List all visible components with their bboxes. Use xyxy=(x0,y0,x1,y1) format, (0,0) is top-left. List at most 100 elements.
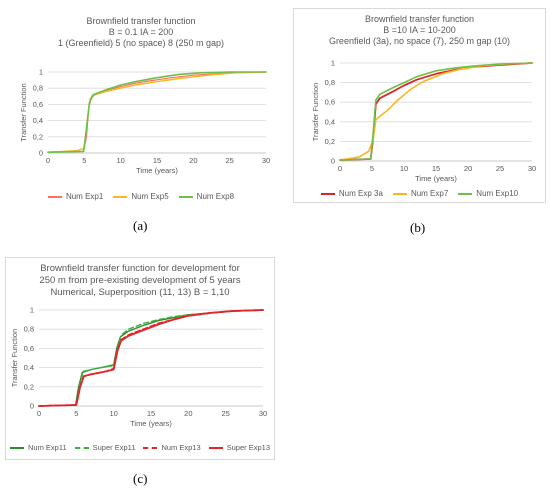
caption-a: (a) xyxy=(133,218,148,233)
legend-swatch xyxy=(74,446,89,449)
legend-label: Num Exp10 xyxy=(476,189,519,198)
chart-panel-a: Brownfield transfer function B = 0.1 IA … xyxy=(10,8,272,208)
legend-swatch xyxy=(458,192,473,195)
y-tick-label: 0,4 xyxy=(325,117,335,126)
legend-item: Super Exp11 xyxy=(74,443,136,452)
x-tick-label: 15 xyxy=(432,164,440,173)
y-axis-label: Transfer Function xyxy=(10,329,19,388)
x-tick-label: 10 xyxy=(116,156,124,165)
x-tick-label: 30 xyxy=(259,409,267,418)
series-line xyxy=(339,62,533,161)
y-tick-label: 0,8 xyxy=(33,84,43,93)
legend-swatch xyxy=(208,446,223,449)
legend: Num Exp1 Num Exp5 Num Exp8 xyxy=(10,192,272,201)
y-tick-label: 1 xyxy=(30,306,34,315)
title-line: Numerical, Superposition (11, 13) B = 1,… xyxy=(50,287,230,298)
caption-b: (b) xyxy=(410,220,426,235)
legend-item: Num Exp8 xyxy=(178,192,235,201)
title-line: 1 (Greenfield) 5 (no space) 8 (250 m gap… xyxy=(57,38,225,48)
y-tick-label: 0 xyxy=(39,149,43,158)
x-tick-label: 30 xyxy=(262,156,270,165)
legend-swatch xyxy=(392,192,407,195)
legend-label: Super Exp13 xyxy=(226,443,270,452)
x-tick-label: 30 xyxy=(528,164,536,173)
y-tick-label: 0,4 xyxy=(33,116,43,125)
chart-title: Brownfield transfer function for develop… xyxy=(6,263,274,299)
legend-swatch xyxy=(113,195,128,198)
y-tick-label: 0 xyxy=(30,402,34,411)
y-tick-label: 0,4 xyxy=(24,363,34,372)
series-line xyxy=(339,62,533,161)
x-tick-label: 20 xyxy=(189,156,197,165)
legend-item: Num Exp5 xyxy=(113,192,169,201)
y-tick-label: 0 xyxy=(331,157,335,166)
x-axis-label: Time (years) xyxy=(415,174,457,183)
x-tick-label: 0 xyxy=(46,156,50,165)
x-tick-label: 0 xyxy=(37,409,41,418)
x-tick-label: 25 xyxy=(221,409,229,418)
series-line xyxy=(339,62,533,161)
chart-panel-b: Brownfield transfer function B =10 IA = … xyxy=(293,8,546,203)
legend-item: Num Exp13 xyxy=(143,443,201,452)
title-line: B = 0.1 IA = 200 xyxy=(108,27,174,37)
x-axis-label: Time (years) xyxy=(136,166,178,175)
legend-label: Num Exp1 xyxy=(65,192,104,201)
legend-label: Num Exp8 xyxy=(196,192,235,201)
y-axis-label: Transfer Function xyxy=(311,83,320,142)
y-tick-label: 1 xyxy=(39,68,43,77)
x-tick-label: 5 xyxy=(370,164,374,173)
legend-item: Num Exp7 xyxy=(392,189,448,198)
y-axis-label: Transfer Function xyxy=(19,83,28,142)
series-line xyxy=(38,309,264,407)
chart-title: Brownfield transfer function B =10 IA = … xyxy=(294,14,545,47)
legend-label: Num Exp 3a xyxy=(338,189,383,198)
series-line xyxy=(38,309,264,407)
x-tick-label: 20 xyxy=(184,409,192,418)
x-tick-label: 20 xyxy=(464,164,472,173)
legend-label: Num Exp11 xyxy=(27,443,67,452)
title-line: Brownfield transfer function xyxy=(364,14,475,24)
legend-label: Num Exp5 xyxy=(131,192,169,201)
title-line: Brownfield transfer function for develop… xyxy=(40,263,240,274)
caption-c: (c) xyxy=(133,471,148,486)
title-line: B =10 IA = 10-200 xyxy=(383,25,456,35)
legend-label: Num Exp13 xyxy=(161,443,201,452)
legend-swatch xyxy=(143,446,158,449)
y-tick-label: 0,6 xyxy=(33,100,43,109)
legend-item: Num Exp 3a xyxy=(320,189,383,198)
x-tick-label: 25 xyxy=(225,156,233,165)
y-tick-label: 0,2 xyxy=(33,132,43,141)
legend-item: Num Exp10 xyxy=(458,189,518,198)
y-tick-label: 1 xyxy=(331,59,335,68)
chart-title: Brownfield transfer function B = 0.1 IA … xyxy=(10,16,272,49)
series-line xyxy=(47,71,267,153)
x-axis-label: Time (years) xyxy=(130,419,172,428)
x-tick-label: 15 xyxy=(153,156,161,165)
y-tick-label: 0,6 xyxy=(325,98,335,107)
legend-swatch xyxy=(320,192,335,195)
legend-item: Super Exp13 xyxy=(208,443,270,452)
y-tick-label: 0,8 xyxy=(325,78,335,87)
legend: Num Exp 3a Num Exp7 Num Exp10 xyxy=(294,189,545,198)
legend-swatch xyxy=(178,195,193,198)
x-tick-label: 15 xyxy=(147,409,155,418)
x-tick-label: 5 xyxy=(82,156,86,165)
y-tick-label: 0,8 xyxy=(24,325,34,334)
x-tick-label: 25 xyxy=(496,164,504,173)
legend-label: Super Exp11 xyxy=(92,443,136,452)
x-tick-label: 0 xyxy=(338,164,342,173)
title-line: 250 m from pre-existing development of 5… xyxy=(39,275,241,286)
title-line: Brownfield transfer function xyxy=(86,16,196,26)
legend-item: Num Exp11 xyxy=(9,443,67,452)
y-tick-label: 0,6 xyxy=(24,344,34,353)
y-tick-label: 0,2 xyxy=(325,137,335,146)
series-line xyxy=(47,71,267,153)
x-tick-label: 10 xyxy=(400,164,408,173)
legend-item: Num Exp1 xyxy=(47,192,104,201)
x-tick-label: 10 xyxy=(109,409,117,418)
series-line xyxy=(38,309,264,407)
x-tick-label: 5 xyxy=(74,409,78,418)
